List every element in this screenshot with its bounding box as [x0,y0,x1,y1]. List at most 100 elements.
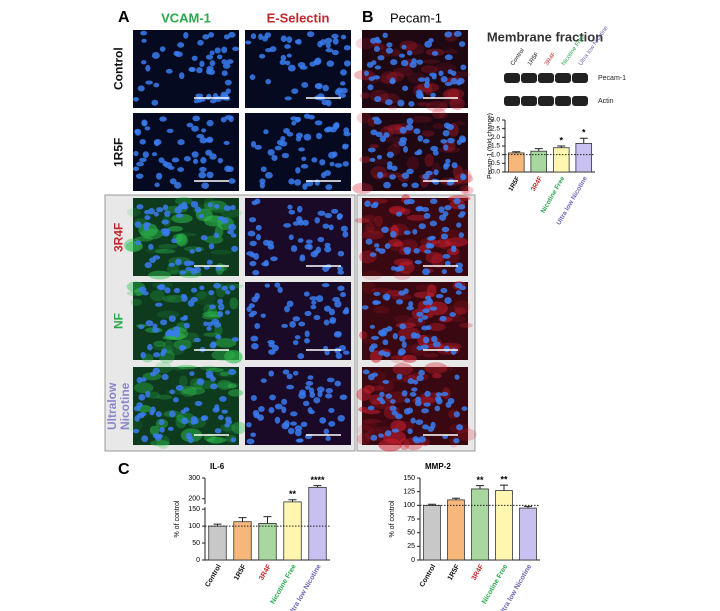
nucleus [227,229,235,235]
nucleus [314,83,322,88]
nucleus [310,251,318,258]
nucleus [251,343,259,350]
nucleus [304,330,310,338]
nucleus [193,266,202,274]
nucleus [406,118,414,125]
nucleus [199,60,205,68]
nucleus [445,158,451,164]
nucleus [295,438,303,443]
y-tick-label: 100 [403,502,415,509]
nucleus [284,305,290,313]
stain [359,250,377,264]
stain [211,349,236,361]
bar [447,499,465,561]
nucleus [382,379,390,384]
nucleus [196,67,203,74]
nucleus [384,430,392,437]
nucleus [372,116,380,121]
x-tick-label: Nicotine Free [481,563,509,605]
nucleus [295,132,303,139]
nucleus [405,124,414,131]
nucleus [154,182,160,188]
nucleus [300,164,309,169]
nucleus [326,60,335,67]
stain [385,136,402,144]
nucleus [329,161,335,167]
nucleus [447,69,453,75]
nucleus [158,157,165,163]
stain [452,71,471,78]
nucleus [406,168,414,175]
nucleus [217,298,224,305]
nucleus [213,204,220,209]
nucleus [378,248,386,254]
y-tick-label: 25 [407,543,415,550]
nucleus [281,406,287,414]
nucleus [340,69,347,76]
nucleus [230,437,237,443]
stain [391,48,401,57]
nucleus [317,210,326,216]
nucleus [398,53,406,58]
micrograph [133,113,239,191]
nucleus [421,408,429,414]
blot-band [521,96,537,106]
nucleus [302,183,308,190]
nucleus [232,46,240,52]
nucleus [228,178,236,184]
stain [362,214,376,223]
stain [365,222,376,233]
nucleus [181,417,189,425]
stain [156,394,173,400]
nucleus [260,313,266,318]
nucleus [314,217,321,224]
stain [456,428,477,441]
nucleus [446,123,455,131]
nucleus [208,290,215,296]
nucleus [417,135,424,142]
error-bar [579,137,588,144]
nucleus [432,341,441,348]
significance: ** [476,475,484,485]
stain [393,241,404,248]
y-tick-label: 100 [188,523,200,530]
nucleus [148,208,155,215]
nucleus [363,70,369,77]
nucleus [191,151,199,158]
lane-label: 1R5F [527,51,541,67]
nucleus [454,282,463,289]
nucleus [169,178,177,185]
nucleus [383,132,390,138]
nucleus [410,332,418,339]
nucleus [440,139,448,144]
y-axis-label: % of control [174,500,181,537]
nucleus [303,291,310,297]
stain [459,322,473,328]
nucleus [161,219,170,225]
nucleus [282,369,290,375]
stain [425,251,444,264]
y-tick-label: 2.5 [491,125,500,132]
x-tick-label: 3R4F [530,175,544,192]
significance: **** [310,475,325,485]
nucleus [292,370,299,376]
nucleus [305,385,311,390]
stain [452,121,466,126]
stain [427,322,446,332]
nucleus [246,438,255,445]
stain [388,105,398,111]
nucleus [268,407,275,414]
nucleus [382,293,391,301]
nucleus [324,37,333,44]
nucleus [303,113,311,119]
nucleus [180,409,186,414]
nucleus [220,91,229,99]
stain [352,182,373,194]
nucleus [287,204,293,210]
nucleus [155,207,164,213]
nucleus [138,394,146,401]
nucleus [416,59,424,65]
stain [446,250,461,264]
stain [438,147,461,153]
stain [158,243,178,249]
